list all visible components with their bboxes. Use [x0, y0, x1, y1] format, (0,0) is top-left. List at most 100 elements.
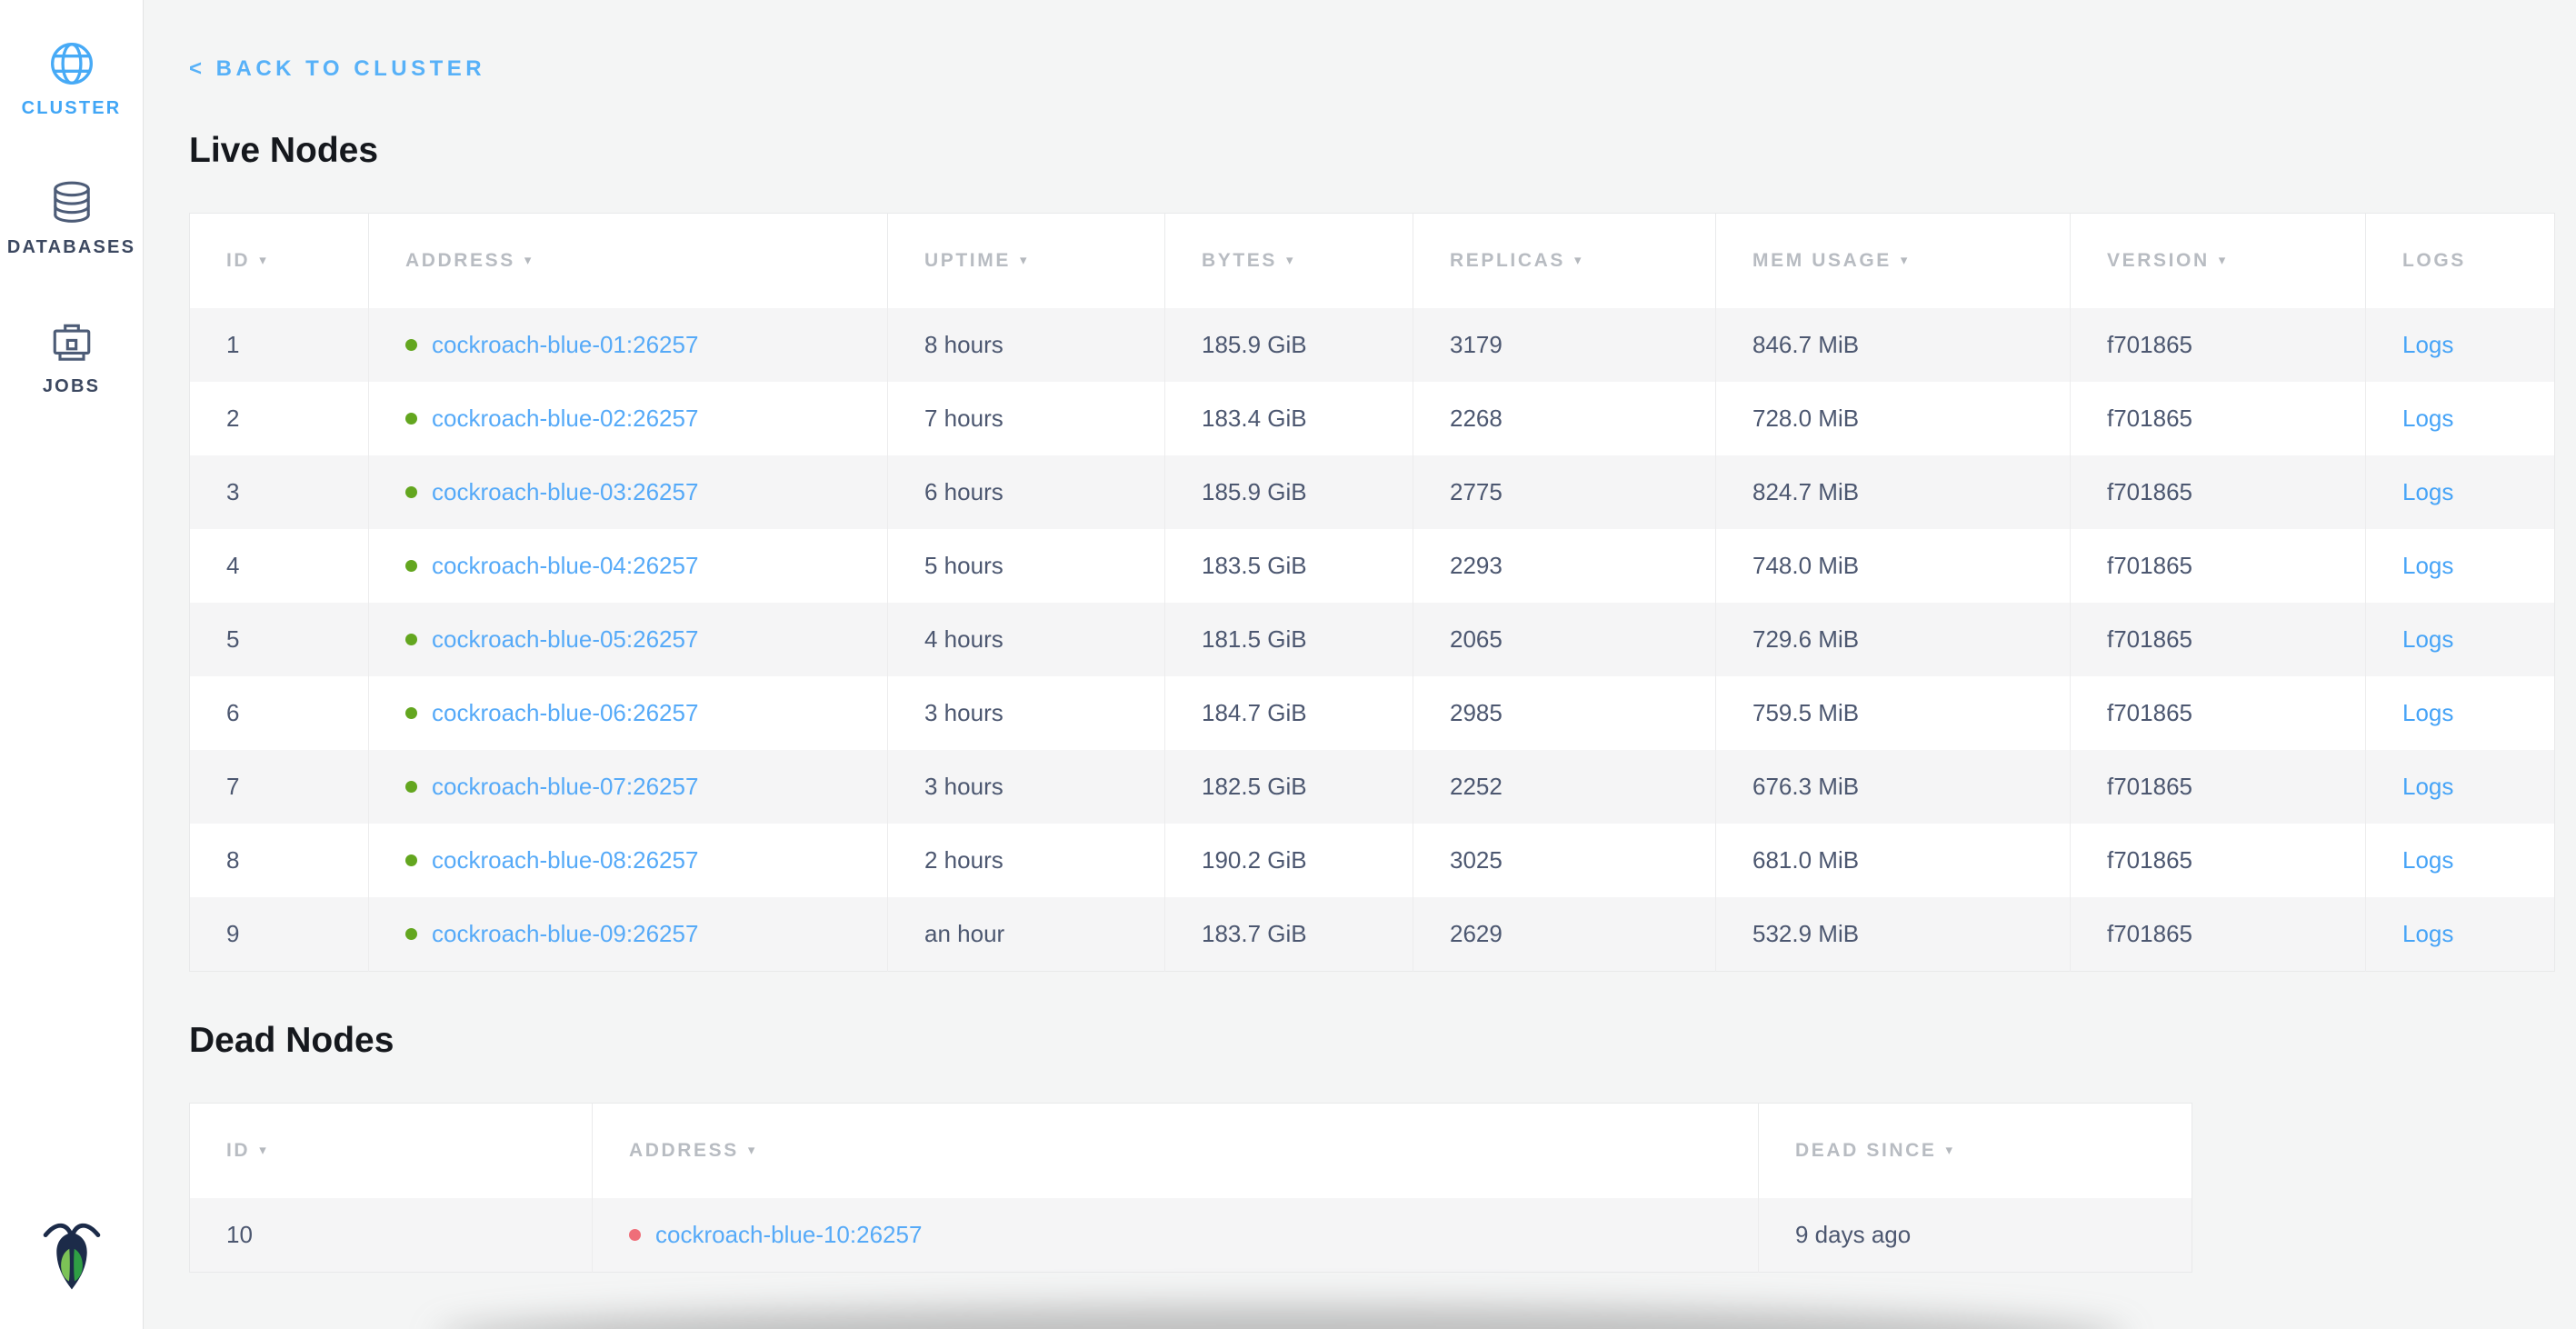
logs-link[interactable]: Logs [2402, 405, 2454, 432]
window-bottom-shadow [436, 1305, 2127, 1329]
dead-status-dot [629, 1228, 641, 1241]
column-label: UPTIME [924, 250, 1011, 271]
table-row: 8 cockroach-blue-08:26257 2 hours 190.2 … [189, 824, 2555, 897]
live-status-dot [405, 854, 417, 866]
node-address-cell: cockroach-blue-06:26257 [368, 676, 888, 750]
sort-arrow-icon: ▾ [747, 1143, 758, 1158]
logs-link[interactable]: Logs [2402, 331, 2454, 358]
column-header-replicas[interactable]: REPLICAS ▾ [1413, 213, 1716, 308]
node-bytes-cell: 181.5 GiB [1164, 603, 1413, 676]
node-address-link[interactable]: cockroach-blue-07:26257 [432, 773, 699, 800]
node-replicas-cell: 2065 [1413, 603, 1716, 676]
live-status-dot [405, 338, 417, 351]
node-logs-cell: Logs [2365, 382, 2555, 455]
node-bytes-cell: 182.5 GiB [1164, 750, 1413, 824]
column-label: BYTES [1202, 250, 1278, 271]
logs-link[interactable]: Logs [2402, 552, 2454, 579]
logs-link[interactable]: Logs [2402, 699, 2454, 726]
live-nodes-title: Live Nodes [189, 131, 379, 170]
back-to-cluster-link[interactable]: < BACK TO CLUSTER [189, 56, 486, 81]
node-version-cell: f701865 [2070, 529, 2366, 603]
column-header-dead-since[interactable]: DEAD SINCE ▾ [1758, 1103, 2192, 1198]
live-status-dot [405, 485, 417, 498]
node-replicas-cell: 2293 [1413, 529, 1716, 603]
sidebar: CLUSTER DATABASES JOBS [0, 0, 144, 1329]
logs-link[interactable]: Logs [2402, 625, 2454, 653]
column-header-id[interactable]: ID ▾ [189, 213, 369, 308]
logs-link[interactable]: Logs [2402, 773, 2454, 800]
sort-arrow-icon: ▾ [1573, 253, 1584, 268]
node-bytes-cell: 183.5 GiB [1164, 529, 1413, 603]
node-address-link[interactable]: cockroach-blue-09:26257 [432, 920, 699, 947]
sidebar-item-cluster[interactable]: CLUSTER [0, 40, 143, 119]
table-row: 9 cockroach-blue-09:26257 an hour 183.7 … [189, 897, 2555, 972]
node-replicas-cell: 2775 [1413, 455, 1716, 529]
sort-arrow-icon: ▾ [524, 253, 534, 268]
column-header-version[interactable]: VERSION ▾ [2070, 213, 2366, 308]
column-header-uptime[interactable]: UPTIME ▾ [887, 213, 1165, 308]
node-logs-cell: Logs [2365, 603, 2555, 676]
logs-link[interactable]: Logs [2402, 478, 2454, 505]
node-logs-cell: Logs [2365, 529, 2555, 603]
node-logs-cell: Logs [2365, 455, 2555, 529]
node-address-cell: cockroach-blue-01:26257 [368, 308, 888, 382]
node-version-cell: f701865 [2070, 603, 2366, 676]
node-replicas-cell: 2629 [1413, 897, 1716, 972]
sidebar-item-databases[interactable]: DATABASES [0, 179, 143, 258]
sidebar-item-label: CLUSTER [21, 98, 122, 118]
sort-arrow-icon: ▾ [1900, 253, 1911, 268]
node-uptime-cell: 2 hours [887, 824, 1165, 897]
logs-link[interactable]: Logs [2402, 920, 2454, 947]
column-label: ID [226, 1140, 251, 1161]
node-id-cell: 3 [226, 478, 240, 505]
node-address-link[interactable]: cockroach-blue-10:26257 [655, 1221, 923, 1248]
node-bytes-cell: 183.4 GiB [1164, 382, 1413, 455]
node-address-cell: cockroach-blue-04:26257 [368, 529, 888, 603]
node-address-link[interactable]: cockroach-blue-08:26257 [432, 846, 699, 874]
node-mem-usage-cell: 824.7 MiB [1715, 455, 2071, 529]
column-header-mem-usage[interactable]: MEM USAGE ▾ [1715, 213, 2071, 308]
table-row: 7 cockroach-blue-07:26257 3 hours 182.5 … [189, 750, 2555, 824]
column-header-id[interactable]: ID ▾ [189, 1103, 593, 1198]
logs-link[interactable]: Logs [2402, 846, 2454, 874]
node-address-link[interactable]: cockroach-blue-01:26257 [432, 331, 699, 358]
column-header-address[interactable]: ADDRESS ▾ [592, 1103, 1759, 1198]
live-status-dot [405, 780, 417, 793]
column-header-address[interactable]: ADDRESS ▾ [368, 213, 888, 308]
node-address-cell: cockroach-blue-07:26257 [368, 750, 888, 824]
node-version-cell: f701865 [2070, 824, 2366, 897]
node-bytes-cell: 185.9 GiB [1164, 308, 1413, 382]
column-header-bytes[interactable]: BYTES ▾ [1164, 213, 1413, 308]
node-uptime-cell: 8 hours [887, 308, 1165, 382]
live-status-dot [405, 412, 417, 425]
table-row: 4 cockroach-blue-04:26257 5 hours 183.5 … [189, 529, 2555, 603]
column-label: ID [226, 250, 251, 271]
live-status-dot [405, 706, 417, 719]
live-status-dot [405, 559, 417, 572]
sort-arrow-icon: ▾ [2218, 253, 2228, 268]
node-uptime-cell: 5 hours [887, 529, 1165, 603]
node-address-link[interactable]: cockroach-blue-06:26257 [432, 699, 699, 726]
node-mem-usage-cell: 728.0 MiB [1715, 382, 2071, 455]
node-address-link[interactable]: cockroach-blue-04:26257 [432, 552, 699, 579]
node-mem-usage-cell: 532.9 MiB [1715, 897, 2071, 972]
column-header-logs: LOGS [2365, 213, 2555, 308]
node-logs-cell: Logs [2365, 676, 2555, 750]
sidebar-item-jobs[interactable]: JOBS [0, 318, 143, 397]
main-content: < BACK TO CLUSTER Live Nodes ID ▾ ADDRESS… [143, 0, 2576, 1273]
column-label: MEM USAGE [1752, 250, 1892, 271]
node-address-link[interactable]: cockroach-blue-03:26257 [432, 478, 699, 505]
sidebar-item-label: DATABASES [6, 237, 136, 257]
node-address-link[interactable]: cockroach-blue-05:26257 [432, 625, 699, 653]
node-id-cell: 8 [226, 846, 240, 874]
node-logs-cell: Logs [2365, 308, 2555, 382]
table-header-row: ID ▾ ADDRESS ▾ DEAD SINCE ▾ [189, 1103, 2192, 1198]
node-uptime-cell: 7 hours [887, 382, 1165, 455]
node-address-cell: cockroach-blue-09:26257 [368, 897, 888, 972]
node-replicas-cell: 2252 [1413, 750, 1716, 824]
node-bytes-cell: 190.2 GiB [1164, 824, 1413, 897]
table-header-row: ID ▾ ADDRESS ▾ UPTIME ▾ BYTES ▾ REPLICAS ▾ ME… [189, 213, 2555, 308]
node-address-link[interactable]: cockroach-blue-02:26257 [432, 405, 699, 432]
node-uptime-cell: 3 hours [887, 750, 1165, 824]
